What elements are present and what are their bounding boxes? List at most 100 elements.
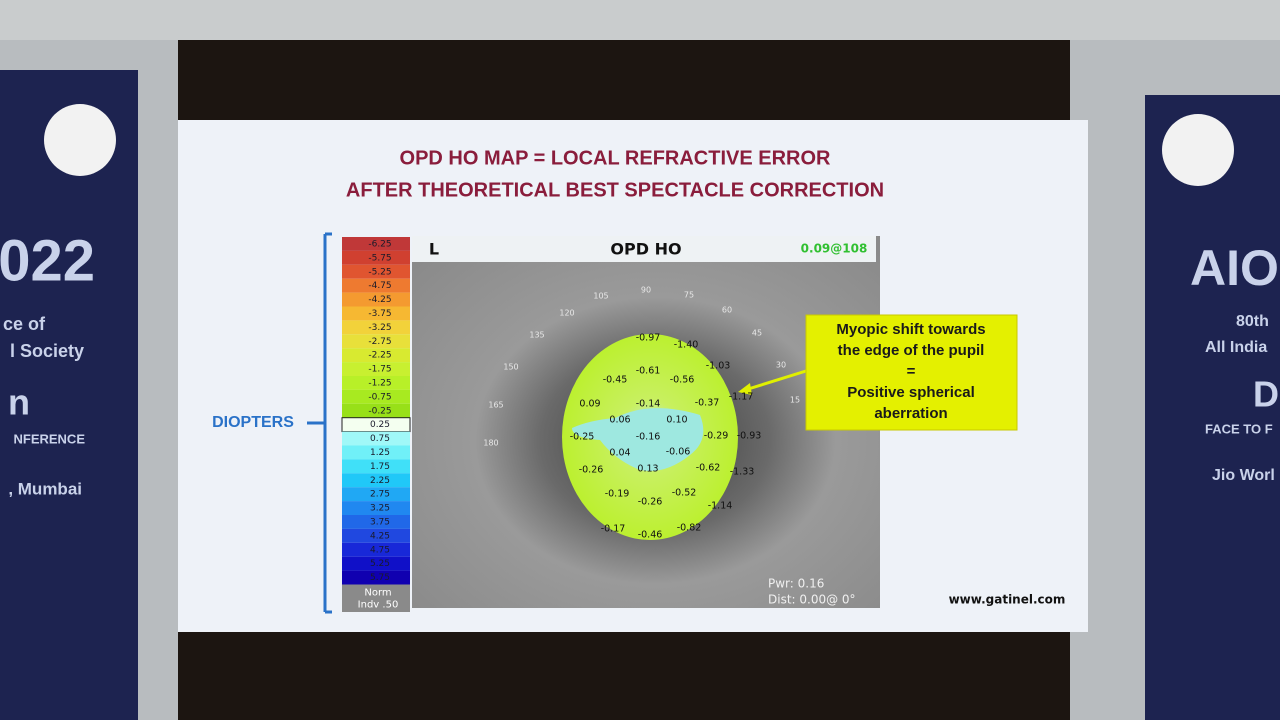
scale-label: 3.25 bbox=[370, 504, 390, 514]
scale-swatch bbox=[342, 306, 410, 321]
scale-swatch bbox=[342, 556, 410, 571]
map-value: -1.03 bbox=[706, 361, 731, 372]
map-value: -0.52 bbox=[672, 488, 697, 499]
angle-label: 45 bbox=[752, 329, 762, 338]
map-value: -0.26 bbox=[579, 465, 604, 476]
map-value: -0.37 bbox=[695, 398, 720, 409]
scale-label: -5.75 bbox=[368, 253, 391, 263]
power: Pwr: 0.16 bbox=[768, 577, 824, 591]
scale-swatch bbox=[342, 237, 410, 251]
map-title: OPD HO bbox=[610, 240, 681, 259]
scale-label: 3.75 bbox=[370, 517, 390, 527]
map-value: -0.29 bbox=[704, 431, 729, 442]
scale-swatch bbox=[342, 292, 410, 307]
scale-label: -1.75 bbox=[368, 365, 391, 375]
map-value: -0.17 bbox=[601, 524, 626, 535]
scale-label: -6.25 bbox=[368, 239, 391, 249]
map-value: -0.62 bbox=[696, 463, 721, 474]
scale-label: -4.25 bbox=[368, 295, 391, 305]
map-value: -0.19 bbox=[605, 489, 630, 500]
slide-title: AFTER THEORETICAL BEST SPECTACLE CORRECT… bbox=[346, 179, 884, 201]
scale-swatch bbox=[342, 473, 410, 488]
map-corner: 0.09@108 bbox=[801, 242, 868, 256]
scale-label: 4.25 bbox=[370, 531, 390, 541]
scale-swatch bbox=[342, 459, 410, 474]
angle-label: 75 bbox=[684, 291, 694, 300]
ceiling bbox=[0, 0, 1280, 40]
scale-swatch bbox=[342, 403, 410, 418]
scale-swatch bbox=[342, 278, 410, 293]
texts: OPD HO MAP = LOCAL REFRACTIVE ERROR AFTER… bbox=[0, 147, 1279, 610]
map-value: -1.33 bbox=[730, 467, 755, 478]
banner-text: , Mumbai bbox=[8, 479, 82, 498]
slide-title: OPD HO MAP = LOCAL REFRACTIVE ERROR bbox=[400, 147, 832, 169]
scale-label: 0.75 bbox=[370, 434, 390, 444]
scale-label: -4.75 bbox=[368, 281, 391, 291]
scale-label: 4.75 bbox=[370, 545, 390, 555]
scale-swatch bbox=[342, 250, 410, 265]
map-value: -0.06 bbox=[666, 447, 691, 458]
map-value: -0.16 bbox=[636, 432, 661, 443]
angle-label: 120 bbox=[559, 309, 574, 318]
scale-label: 2.75 bbox=[370, 490, 390, 500]
angle-label: 90 bbox=[641, 286, 651, 295]
arrow-head bbox=[738, 383, 752, 395]
map-value: -1.14 bbox=[708, 501, 733, 512]
banner-right bbox=[1145, 95, 1280, 720]
scale-swatch bbox=[342, 264, 410, 279]
map-value: 0.04 bbox=[609, 448, 630, 459]
angle-label: 30 bbox=[776, 361, 786, 370]
angle-label: 165 bbox=[488, 401, 503, 410]
scale-swatch bbox=[342, 528, 410, 543]
scale-swatch bbox=[342, 445, 410, 460]
scale-label: -0.25 bbox=[368, 406, 391, 416]
map-value: -1.40 bbox=[674, 340, 699, 351]
scale-label: -1.25 bbox=[368, 378, 391, 388]
callout-text: Myopic shift towards bbox=[836, 321, 985, 338]
scale-label: -2.25 bbox=[368, 351, 391, 361]
banner-text: D bbox=[1253, 374, 1279, 415]
scale-swatch bbox=[342, 570, 410, 585]
map-value: -0.25 bbox=[570, 432, 595, 443]
map-value: -0.14 bbox=[636, 399, 661, 410]
callout-text: the edge of the pupil bbox=[838, 342, 985, 359]
scale-label: 1.25 bbox=[370, 448, 390, 458]
scale-swatch bbox=[342, 376, 410, 390]
map-value: 0.10 bbox=[666, 415, 687, 426]
scale-footer-label: Norm bbox=[364, 588, 391, 599]
scale-swatch bbox=[342, 431, 410, 446]
scale-swatch bbox=[342, 501, 410, 515]
central-zone bbox=[572, 408, 704, 471]
banner-text: FACE TO F bbox=[1205, 421, 1273, 436]
scale-label: 2.25 bbox=[370, 476, 390, 486]
scale-label: -3.25 bbox=[368, 323, 391, 333]
map-value: 0.13 bbox=[637, 464, 658, 475]
map-header bbox=[412, 236, 876, 262]
logo bbox=[44, 104, 116, 176]
map-value: -0.82 bbox=[677, 523, 702, 534]
axis-label: DIOPTERS bbox=[212, 414, 294, 431]
map-value: -0.97 bbox=[636, 333, 661, 344]
scale-footer-label: Indv .50 bbox=[358, 600, 399, 611]
banner-text: All India bbox=[1205, 339, 1267, 356]
scale-label: -0.75 bbox=[368, 392, 391, 402]
banner-text: 80th bbox=[1236, 313, 1269, 330]
scale-label: -2.75 bbox=[368, 337, 391, 347]
angle-label: 180 bbox=[483, 439, 498, 448]
callout-text: aberration bbox=[874, 405, 947, 422]
scale-swatch bbox=[342, 334, 410, 349]
callout-text: Positive spherical bbox=[847, 384, 975, 401]
banner-text: AIO bbox=[1190, 240, 1279, 296]
scale-swatch bbox=[342, 542, 410, 557]
banner-text: 022 bbox=[0, 228, 95, 293]
footer-url: www.gatinel.com bbox=[949, 593, 1066, 607]
scale-swatch bbox=[342, 362, 410, 376]
scale-label: 5.75 bbox=[370, 573, 390, 583]
map-value: -0.56 bbox=[670, 375, 695, 386]
banner-text: l Society bbox=[10, 341, 84, 361]
scale-swatch bbox=[342, 320, 410, 335]
eye-side: L bbox=[429, 240, 439, 259]
map-value: 0.09 bbox=[579, 399, 600, 410]
